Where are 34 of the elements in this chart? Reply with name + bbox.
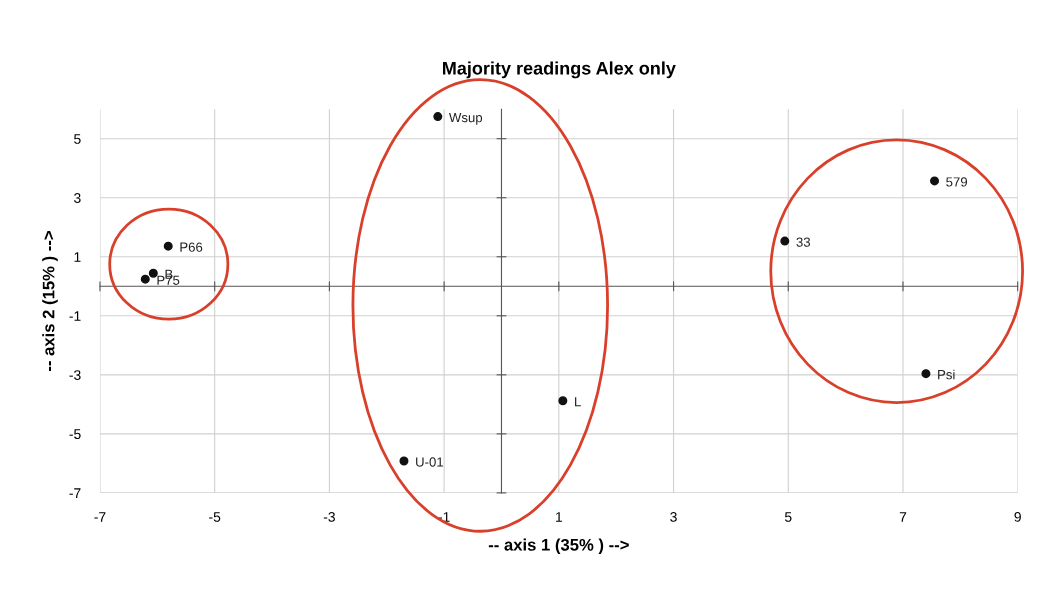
x-tick-label: 5 [784, 512, 792, 522]
annotation: 33 [796, 237, 811, 247]
y-tick-label: -5 [69, 429, 81, 440]
point [148, 268, 158, 278]
annotation: P66 [180, 242, 203, 252]
annotation: Psi [938, 369, 955, 380]
point [433, 112, 443, 122]
point [930, 176, 940, 186]
y-tick-label: 3 [74, 193, 81, 203]
y-tick-label: -3 [69, 370, 81, 380]
y-tick-label: -1 [69, 311, 81, 321]
x-tick-label: -3 [323, 512, 335, 522]
x-tick-label: 9 [1014, 512, 1021, 522]
y-tick-label: -7 [69, 488, 81, 498]
x-tick-label: 3 [670, 512, 677, 522]
x-tick-label: 1 [556, 512, 563, 522]
y-axis-title: -- axis 2 (15% ) --> [42, 231, 58, 372]
point [921, 369, 931, 379]
x-tick-label: -7 [94, 512, 106, 522]
point [558, 396, 568, 406]
point [780, 236, 790, 246]
x-tick-label: -5 [209, 512, 221, 522]
chart-title: Majority readings Alex only [443, 61, 676, 79]
x-axis-title: -- axis 1 (35% ) --> [488, 538, 629, 554]
annotation: L [575, 397, 581, 407]
annotation: 579 [946, 177, 968, 187]
point [140, 274, 150, 284]
y-tick-label: 1 [74, 252, 81, 262]
x-tick-label: 7 [899, 512, 907, 522]
annotation: Wsup [448, 113, 483, 125]
point [163, 241, 173, 251]
point [399, 456, 409, 466]
y-tick-label: 5 [74, 134, 81, 144]
annotation: U-01 [416, 457, 444, 467]
